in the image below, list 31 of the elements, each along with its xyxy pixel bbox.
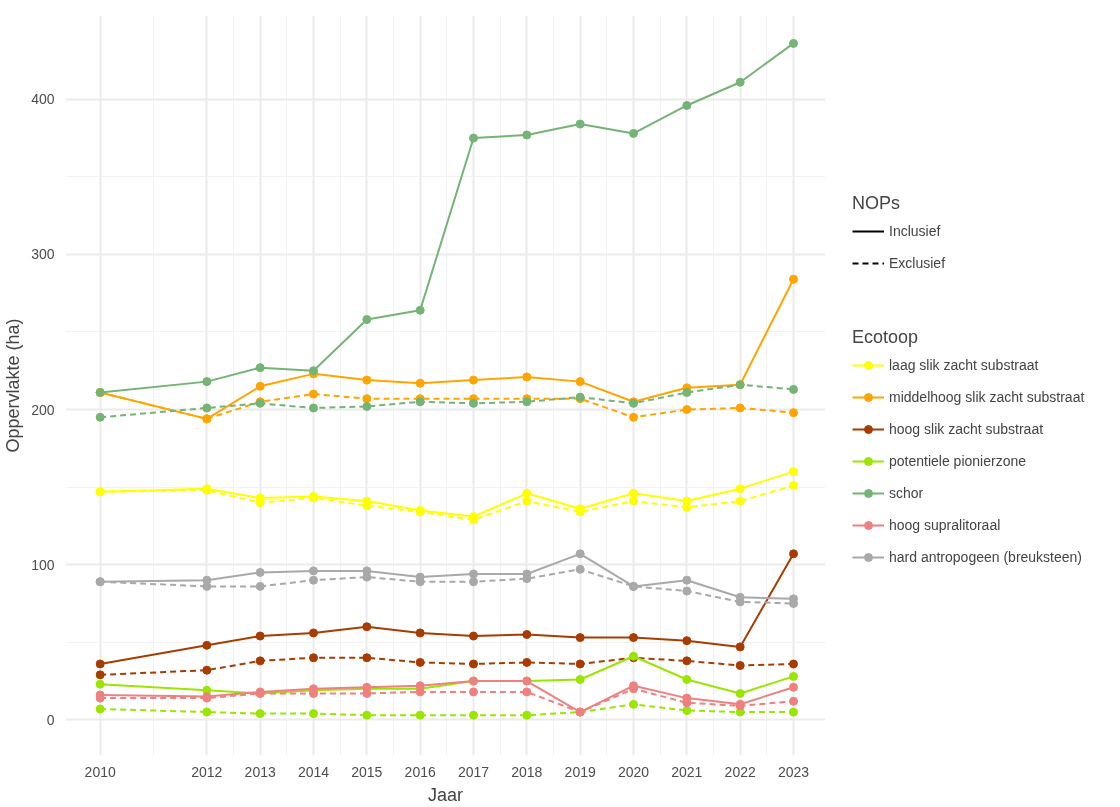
legend-label: hard antropogeen (breuksteen) xyxy=(889,548,1083,567)
legend-label: middelhoog slik zacht substraat xyxy=(889,388,1085,407)
y-axis-title: Oppervlakte (ha) xyxy=(3,318,24,453)
x-tick-label: 2022 xyxy=(724,763,756,780)
text: NOPs xyxy=(852,193,901,213)
x-tick-label: 2023 xyxy=(777,763,810,780)
legend-label: schor xyxy=(889,484,924,503)
x-tick-label: 2020 xyxy=(617,763,650,780)
y-tick-label: 0 xyxy=(46,711,55,728)
x-tick-label: 2013 xyxy=(244,763,276,780)
legend-label: potentiele pionierzone xyxy=(889,452,1026,471)
legend-label: hoog slik zacht substraat xyxy=(889,420,1044,439)
x-tick-label: 2021 xyxy=(671,763,703,780)
x-tick-label: 2019 xyxy=(564,763,596,780)
x-tick-label: 2018 xyxy=(511,763,543,780)
y-tick-label: 300 xyxy=(31,246,55,263)
x-tick-label: 2010 xyxy=(84,763,116,780)
x-tick-label: 2017 xyxy=(457,763,490,780)
text: Ecotoop xyxy=(852,327,919,347)
x-tick-label: 2012 xyxy=(191,763,223,780)
x-tick-label: 2015 xyxy=(351,763,383,780)
y-tick-label: 100 xyxy=(31,556,55,573)
text: Exclusief xyxy=(889,254,946,273)
x-tick-label: 2016 xyxy=(404,763,436,780)
legend-label: laag slik zacht substraat xyxy=(889,356,1039,375)
y-tick-label: 400 xyxy=(31,91,55,108)
y-tick-label: 200 xyxy=(31,401,55,418)
x-tick-label: 2014 xyxy=(297,763,330,780)
x-axis-title: Jaar xyxy=(427,784,464,805)
text: Inclusief xyxy=(889,222,941,241)
legend-label: hoog supralitoraal xyxy=(889,516,1001,535)
